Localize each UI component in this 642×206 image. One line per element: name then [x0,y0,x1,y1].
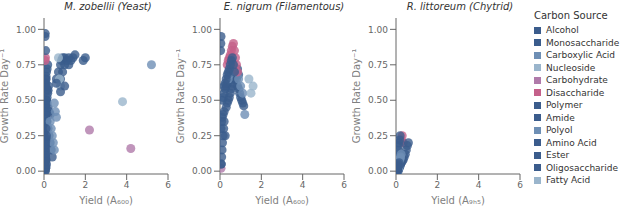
svg-text:0.50: 0.50 [16,95,36,105]
svg-text:0.25: 0.25 [368,131,388,141]
svg-text:0.50: 0.50 [368,95,388,105]
svg-text:0: 0 [393,180,399,190]
html-text:Alcohol: Alcohol [546,25,579,36]
html-text:Disaccharide: Disaccharide [546,87,605,98]
html-text:Polymer: Polymer [546,100,583,111]
html-text:Polyol: Polyol [546,125,573,136]
html-text:Carbohydrate: Carbohydrate [546,75,608,86]
svg-text:0.00: 0.00 [368,166,388,176]
svg-text:Yield (A₉ₕ₅): Yield (A₉ₕ₅) [430,195,485,206]
svg-text:6: 6 [517,180,523,190]
html-text:M. zobellii (Yeast): M. zobellii (Yeast) [64,1,152,12]
svg-text:2: 2 [82,180,88,190]
svg-text:0.00: 0.00 [192,166,212,176]
svg-text:4: 4 [476,180,482,190]
svg-text:4: 4 [124,180,130,190]
svg-text:6: 6 [341,180,347,190]
svg-text:Yield (A₆₀₀): Yield (A₆₀₀) [254,195,309,206]
svg-text:1.00: 1.00 [192,25,212,35]
svg-text:2: 2 [258,180,264,190]
html-text:E. nigrum (Filamentous): E. nigrum (Filamentous) [223,1,345,12]
svg-text:0.25: 0.25 [16,131,36,141]
html-text:Ester: Ester [546,150,570,161]
svg-text:0.25: 0.25 [192,131,212,141]
svg-text:0: 0 [41,180,47,190]
svg-text:0: 0 [217,180,223,190]
svg-text:0.75: 0.75 [368,60,388,70]
svg-text:Yield (A₆₀₀): Yield (A₆₀₀) [78,195,133,206]
svg-text:4: 4 [300,180,306,190]
html-text:R. littoreum (Chytrid): R. littoreum (Chytrid) [406,1,514,12]
svg-text:Growth Rate Day⁻¹: Growth Rate Day⁻¹ [352,49,362,144]
svg-text:0.75: 0.75 [16,60,36,70]
svg-text:Growth Rate Day⁻¹: Growth Rate Day⁻¹ [8,49,10,144]
html-text:Amino Acid: Amino Acid [546,137,597,148]
svg-text:Growth Rate Day⁻¹: Growth Rate Day⁻¹ [176,49,186,144]
html-text:Carboxylic Acid: Carboxylic Acid [546,50,616,61]
html-text:Fatty Acid: Fatty Acid [546,175,591,186]
svg-text:1.00: 1.00 [16,25,36,35]
svg-text:2: 2 [434,180,440,190]
svg-text:0.50: 0.50 [192,95,212,105]
svg-text:0.75: 0.75 [192,60,212,70]
html-text:Monosaccharide: Monosaccharide [546,37,620,48]
svg-text:0.00: 0.00 [16,166,36,176]
html-text:Amide: Amide [546,112,575,123]
html-text:Oligosaccharide: Oligosaccharide [546,162,619,173]
svg-text:1.00: 1.00 [368,25,388,35]
html-text:Carbon Source: Carbon Source [534,10,608,21]
html-text:Nucleoside: Nucleoside [546,62,596,73]
svg-text:6: 6 [165,180,171,190]
